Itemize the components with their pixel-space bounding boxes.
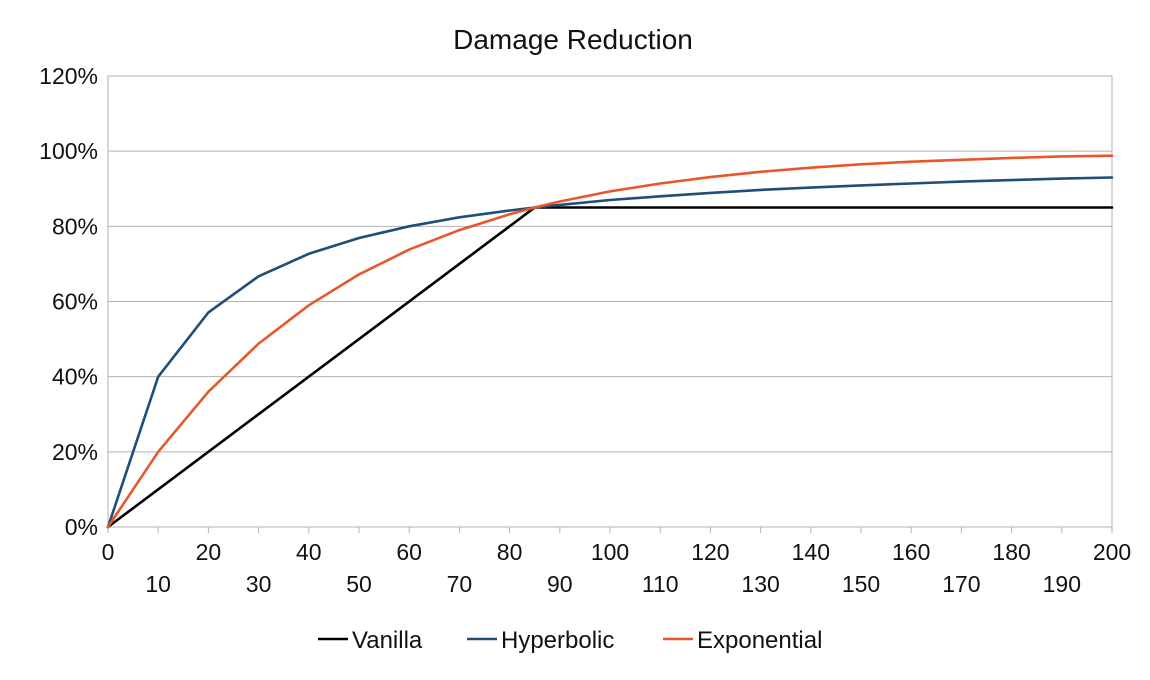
y-tick-label: 0% xyxy=(65,514,98,540)
legend-label-exponential: Exponential xyxy=(697,627,822,654)
x-tick-label: 120 xyxy=(691,539,729,565)
y-tick-label: 60% xyxy=(52,289,98,315)
legend-label-hyperbolic: Hyperbolic xyxy=(501,627,614,654)
legend-label-vanilla: Vanilla xyxy=(352,627,423,654)
grid-lines xyxy=(108,75,1112,528)
y-tick-label: 40% xyxy=(52,364,98,390)
x-tick-label: 110 xyxy=(642,571,679,597)
x-tick-label: 30 xyxy=(246,571,272,597)
series-line-hyperbolic xyxy=(106,176,1114,529)
y-tick-label: 80% xyxy=(52,213,98,239)
x-tick-label: 100 xyxy=(591,539,629,565)
y-tick-label: 20% xyxy=(52,439,98,465)
x-tick-label: 70 xyxy=(447,571,473,597)
x-tick-label: 0 xyxy=(102,539,115,565)
x-tick-label: 10 xyxy=(145,571,171,597)
x-tick-label: 50 xyxy=(346,571,372,597)
x-tick-label: 200 xyxy=(1093,539,1131,565)
x-tick-label: 130 xyxy=(741,571,779,597)
series-line-vanilla xyxy=(106,206,1114,529)
x-tick-label: 80 xyxy=(497,539,523,565)
x-tick-label: 170 xyxy=(942,571,980,597)
x-tick-label: 140 xyxy=(792,539,830,565)
x-tick-label: 40 xyxy=(296,539,322,565)
y-tick-label: 100% xyxy=(39,138,98,164)
x-tick-label: 150 xyxy=(842,571,880,597)
x-tick-label: 180 xyxy=(992,539,1030,565)
x-tick-label: 20 xyxy=(196,539,222,565)
legend: Vanilla Hyperbolic Exponential xyxy=(318,627,822,654)
series-lines xyxy=(106,154,1114,529)
x-tick-label: 90 xyxy=(547,571,573,597)
chart-title: Damage Reduction xyxy=(453,24,693,55)
x-tick-label: 190 xyxy=(1043,571,1081,597)
series-line-exponential xyxy=(106,154,1114,529)
y-tick-label: 120% xyxy=(39,63,98,89)
x-axis-ticks: 0 10 20 30 40 50 60 70 80 90 100 110 120 130 140 150 160… xyxy=(102,527,1131,597)
y-axis-ticks: 0% 20% 40% 60% 80% 100% 120% xyxy=(39,63,98,540)
x-tick-label: 60 xyxy=(396,539,422,565)
x-tick-label: 160 xyxy=(892,539,930,565)
